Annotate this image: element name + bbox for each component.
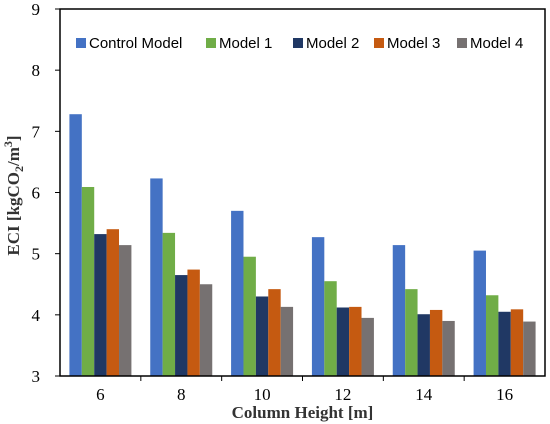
bar-control-model-6 (69, 114, 82, 376)
x-tick-label: 6 (96, 385, 105, 404)
bar-model-3-10 (268, 289, 281, 376)
bar-control-model-16 (473, 250, 486, 376)
bar-control-model-14 (392, 245, 406, 376)
bar-model-1-14 (405, 289, 418, 376)
bar-model-1-12 (324, 281, 337, 376)
y-tick-label: 5 (32, 245, 41, 264)
bar-model-3-14 (429, 309, 443, 376)
x-tick-label: 10 (254, 385, 271, 404)
bar-model-1-16 (485, 295, 499, 376)
x-tick-label: 14 (415, 385, 433, 404)
legend-item-model-3: Model 3 (374, 35, 440, 52)
bar-model-3-6 (106, 229, 120, 376)
ticks-layer: 3 4 5 6 7 8 9 6 8 10 12 14 16 (32, 0, 514, 404)
plot-frame (59, 8, 546, 377)
bars-layer (69, 114, 536, 376)
y-axis-label-main: ECI [kgCO (4, 172, 23, 256)
bar-control-model-12 (311, 237, 325, 376)
y-axis-label: ECI [kgCO2/m3] (1, 135, 26, 255)
legend-item-model-2: Model 2 (293, 35, 359, 52)
x-tick-label: 16 (496, 385, 513, 404)
bar-control-model-10 (231, 210, 244, 376)
x-axis-label: Column Height [m] (232, 403, 374, 422)
legend-swatch (293, 38, 303, 48)
legend-swatch (76, 38, 86, 48)
bar-model-2-10 (255, 296, 269, 376)
y-tick-label: 7 (32, 122, 41, 141)
bar-model-2-6 (94, 234, 107, 376)
legend-label: Model 3 (387, 35, 440, 52)
bar-model-2-8 (175, 275, 188, 376)
y-axis-label-sub: 2 (12, 166, 26, 172)
y-axis-label-end: ] (4, 135, 23, 141)
bar-model-1-8 (162, 232, 176, 376)
bar-model-4-14 (442, 320, 455, 376)
x-tick-label: 8 (177, 385, 186, 404)
legend-label: Model 4 (470, 35, 523, 52)
bar-model-4-16 (523, 321, 536, 376)
legend-item-model-4: Model 4 (457, 35, 523, 52)
bar-model-3-16 (510, 309, 524, 376)
y-tick-label: 3 (32, 367, 41, 386)
bar-model-3-8 (187, 269, 200, 376)
bar-model-3-12 (349, 306, 362, 376)
legend-label: Control Model (89, 35, 182, 52)
bar-model-1-10 (243, 256, 256, 376)
bar-model-4-12 (361, 317, 374, 376)
y-tick-label: 8 (32, 61, 41, 80)
x-tick-label: 12 (334, 385, 351, 404)
bar-model-2-14 (417, 314, 430, 376)
legend-label: Model 2 (306, 35, 359, 52)
y-tick-label: 9 (32, 0, 41, 19)
y-axis-label-mid: /m (4, 147, 23, 167)
bar-model-2-16 (498, 311, 511, 376)
legend-swatch (457, 38, 467, 48)
legend-swatch (374, 38, 384, 48)
y-tick-label: 4 (32, 306, 41, 325)
y-tick-label: 6 (32, 184, 41, 203)
legend-item-model-1: Model 1 (206, 35, 272, 52)
legend: Control Model Model 1 Model 2 Model 3 Model … (76, 35, 523, 52)
bar-model-4-10 (280, 306, 294, 376)
legend-label: Model 1 (219, 35, 272, 52)
bar-control-model-8 (150, 178, 163, 376)
bar-model-4-6 (119, 245, 132, 376)
bar-model-1-6 (81, 186, 95, 376)
bar-model-4-8 (199, 284, 213, 376)
legend-swatch (206, 38, 216, 48)
bar-model-2-12 (336, 307, 350, 376)
legend-item-control-model: Control Model (76, 35, 182, 52)
y-axis-label-sup: 3 (1, 141, 15, 147)
